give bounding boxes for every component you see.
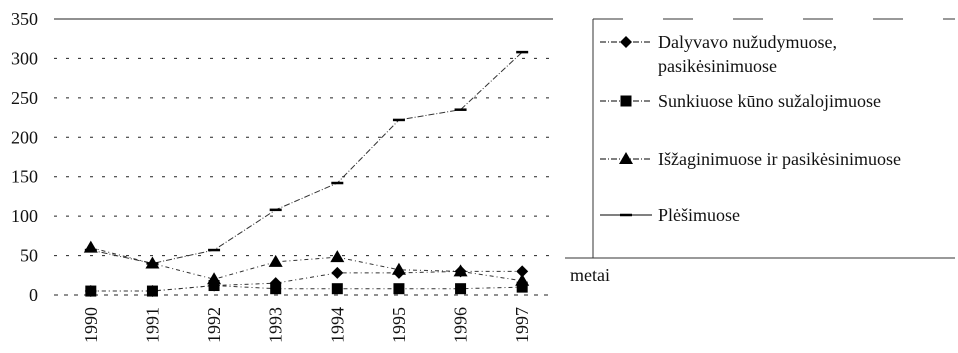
triangle-marker bbox=[330, 250, 345, 263]
triangle-marker bbox=[268, 254, 283, 267]
series-line bbox=[90, 51, 523, 264]
diamond-marker bbox=[620, 36, 632, 48]
square-marker bbox=[208, 280, 220, 292]
triangle-marker bbox=[619, 152, 633, 164]
y-tick-label: 200 bbox=[11, 127, 38, 147]
series-group bbox=[83, 50, 530, 298]
legend-label: Plėšimuose bbox=[658, 205, 740, 225]
series-4 bbox=[84, 50, 529, 265]
legend-label: Dalyvavo nužudymuose, pasikėsinimuose bbox=[658, 32, 837, 76]
y-tick-label: 100 bbox=[11, 206, 38, 226]
legend-item: Išžaginimuose ir pasikėsinimuose bbox=[600, 149, 901, 169]
legend-label: Sunkiuose kūno sužalojimuose bbox=[658, 91, 881, 111]
x-tick-label: 1990 bbox=[81, 307, 101, 343]
legend-item: Plėšimuose bbox=[600, 205, 740, 225]
x-tick-label: 1997 bbox=[512, 307, 532, 343]
square-marker bbox=[270, 283, 282, 295]
series-line bbox=[90, 270, 523, 292]
x-tick-label: 1994 bbox=[327, 307, 347, 343]
triangle-marker bbox=[453, 264, 468, 277]
square-marker bbox=[146, 285, 158, 297]
y-tick-label: 0 bbox=[29, 285, 38, 305]
y-tick-label: 250 bbox=[11, 88, 38, 108]
triangle-marker bbox=[515, 273, 530, 286]
series-3 bbox=[83, 240, 530, 286]
series-line bbox=[90, 285, 523, 292]
diamond-marker bbox=[516, 265, 529, 278]
legend-item: Sunkiuose kūno sužalojimuose bbox=[600, 91, 881, 111]
y-tick-label: 300 bbox=[11, 48, 38, 68]
diamond-marker bbox=[331, 266, 344, 279]
series-2 bbox=[85, 280, 528, 297]
square-marker bbox=[85, 285, 97, 297]
square-marker bbox=[455, 283, 467, 295]
x-tick-label: 1996 bbox=[451, 307, 471, 343]
x-tick-label: 1991 bbox=[142, 307, 162, 343]
axes: 0 50 100 150 200 250 300 350 1990 1991 1992 1993 199… bbox=[11, 9, 553, 343]
square-marker bbox=[393, 283, 405, 295]
square-marker bbox=[516, 281, 528, 293]
x-axis-label: metai bbox=[570, 265, 610, 285]
legend: Dalyvavo nužudymuose, pasikėsinimuose Sunk… bbox=[565, 18, 955, 259]
x-tick-label: 1992 bbox=[204, 307, 224, 343]
y-tick-label: 350 bbox=[11, 9, 38, 29]
x-tick-label: 1995 bbox=[389, 307, 409, 343]
y-tick-label: 50 bbox=[20, 246, 38, 266]
square-marker bbox=[620, 95, 632, 107]
gridlines bbox=[54, 18, 553, 257]
triangle-marker bbox=[207, 272, 222, 285]
triangle-marker bbox=[391, 262, 406, 275]
series-line bbox=[90, 247, 523, 282]
square-marker bbox=[331, 283, 343, 295]
legend-label: Išžaginimuose ir pasikėsinimuose bbox=[658, 149, 901, 169]
y-tick-label: 150 bbox=[11, 167, 38, 187]
legend-item: Dalyvavo nužudymuose, pasikėsinimuose bbox=[600, 32, 837, 76]
x-tick-label: 1993 bbox=[266, 307, 286, 343]
